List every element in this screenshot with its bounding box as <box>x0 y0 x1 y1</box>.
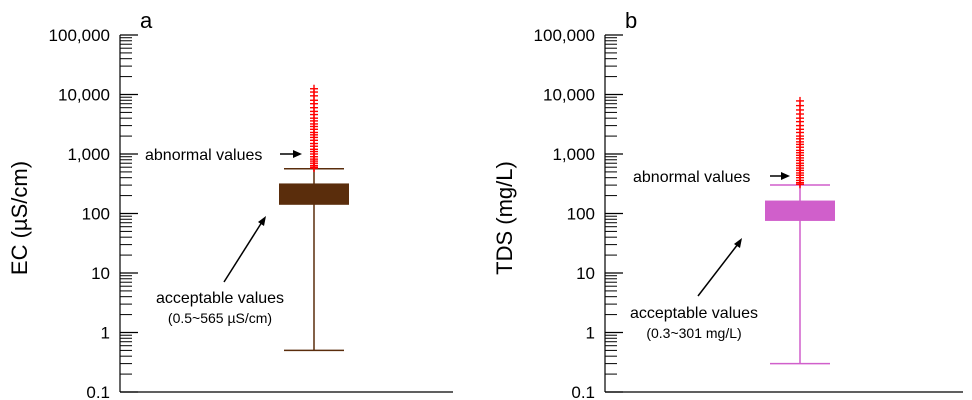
panel-a-box <box>279 168 349 352</box>
panel-b-acceptable-arrow <box>697 243 739 297</box>
panel-a-outliers <box>310 84 318 173</box>
panel-a-abnormal-label: abnormal values <box>145 147 262 164</box>
panel-a-acceptable-arrowhead <box>258 216 266 226</box>
panel-a-abnormal-arrowhead <box>293 150 302 158</box>
panel-a-tick-label: 1,000 <box>67 145 110 164</box>
panel-b-tick-label: 100,000 <box>534 26 595 45</box>
panel-b-tick-label: 10,000 <box>543 86 595 105</box>
panel-a-iqr-box <box>279 183 349 205</box>
panel-b-box <box>765 184 835 365</box>
panel-a: a EC (µS/cm) 100,000 10,000 1,000 100 10 1 0.1… <box>7 8 453 400</box>
panel-b-y-axis-title: TDS (mg/L) <box>492 161 517 275</box>
panel-a-acceptable-range: (0.5~565 µS/cm) <box>168 310 272 326</box>
panel-a-tick-label: 1 <box>101 324 110 343</box>
panel-a-tick-label: 10 <box>91 264 110 283</box>
panel-a-y-axis: 100,000 10,000 1,000 100 10 1 0.1 <box>49 26 453 400</box>
panel-a-tick-label: 100 <box>82 205 110 224</box>
panel-b-tick-label: 1 <box>586 324 595 343</box>
panel-a-tick-label: 100,000 <box>49 26 110 45</box>
panel-a-outlier-point <box>310 84 318 93</box>
panel-b-abnormal-label: abnormal values <box>633 169 750 186</box>
panel-b-tick-label: 100 <box>567 205 595 224</box>
panel-a-y-axis-title: EC (µS/cm) <box>7 161 32 275</box>
panel-b-acceptable-range: (0.3~301 mg/L) <box>646 325 741 341</box>
panel-b: b TDS (mg/L) 100,000 10,000 1,000 100 10 1 0.1… <box>492 8 963 400</box>
panel-b-outlier-point <box>796 96 804 105</box>
panel-a-acceptable-arrow <box>223 221 263 283</box>
panel-b-abnormal-arrowhead <box>781 172 790 180</box>
panel-b-y-axis: 100,000 10,000 1,000 100 10 1 0.1 <box>534 26 963 400</box>
panel-b-iqr-box <box>765 200 835 221</box>
panel-b-tick-label: 1,000 <box>552 145 595 164</box>
panel-a-acceptable-label: acceptable values <box>156 290 284 307</box>
panel-b-acceptable-label: acceptable values <box>630 305 758 322</box>
panel-b-label: b <box>625 8 637 33</box>
panel-a-tick-label: 0.1 <box>86 383 110 400</box>
panel-a-label: a <box>140 8 153 33</box>
panel-b-outliers <box>796 96 804 189</box>
panel-a-tick-label: 10,000 <box>58 86 110 105</box>
panel-b-tick-label: 0.1 <box>571 383 595 400</box>
panel-b-acceptable-arrowhead <box>734 238 742 248</box>
panel-b-tick-label: 10 <box>576 264 595 283</box>
